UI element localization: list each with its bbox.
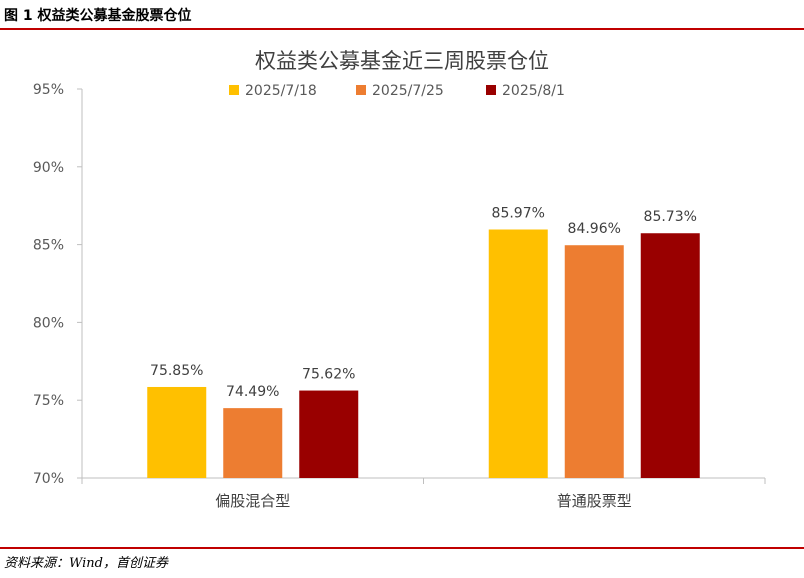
figure-header: 图 1 权益类公募基金股票仓位 <box>0 0 804 30</box>
figure-caption: 图 1 权益类公募基金股票仓位 <box>4 8 192 24</box>
bar <box>488 229 548 478</box>
y-axis: 70% 75% 80% 85% 90% 95% <box>33 82 83 487</box>
y-tick-label: 75% <box>33 393 64 409</box>
header-rule <box>0 28 804 30</box>
data-label: 74.49% <box>226 384 279 400</box>
y-tick-label: 95% <box>33 82 64 98</box>
chart-area: 权益类公募基金近三周股票仓位 2025/7/18 2025/7/25 2025/8/… <box>0 32 804 542</box>
legend-swatch <box>229 85 239 95</box>
y-tick-label: 90% <box>33 160 64 176</box>
bar-chart: 权益类公募基金近三周股票仓位 2025/7/18 2025/7/25 2025/8/… <box>33 49 766 510</box>
legend-label: 2025/7/18 <box>245 83 317 99</box>
y-tick-label: 70% <box>33 471 64 487</box>
data-label: 85.73% <box>644 209 697 225</box>
x-tick-label: 偏股混合型 <box>215 492 290 510</box>
legend-label: 2025/7/25 <box>372 83 444 99</box>
x-axis: 偏股混合型 普通股票型 <box>81 477 766 510</box>
legend-label: 2025/8/1 <box>502 83 565 99</box>
data-label: 75.62% <box>302 367 355 383</box>
legend-swatch <box>356 85 366 95</box>
legend: 2025/7/18 2025/7/25 2025/8/1 <box>229 83 565 99</box>
bar <box>299 390 359 478</box>
bar <box>564 245 624 478</box>
bar <box>223 408 283 478</box>
x-tick-label: 普通股票型 <box>557 492 632 510</box>
y-tick-label: 85% <box>33 238 64 254</box>
source-note: 资料来源：Wind，首创证券 <box>4 556 168 571</box>
footer-rule <box>0 547 804 549</box>
bar <box>640 233 700 478</box>
chart-title: 权益类公募基金近三周股票仓位 <box>255 49 549 73</box>
data-label: 85.97% <box>492 206 545 222</box>
y-tick-label: 80% <box>33 315 64 331</box>
data-label: 75.85% <box>150 363 203 379</box>
legend-swatch <box>486 85 496 95</box>
data-label: 84.96% <box>568 221 621 237</box>
bars: 75.85% 74.49% 75.62% 85.97% 84.96% 85.73% <box>147 206 700 478</box>
bar <box>147 386 207 478</box>
